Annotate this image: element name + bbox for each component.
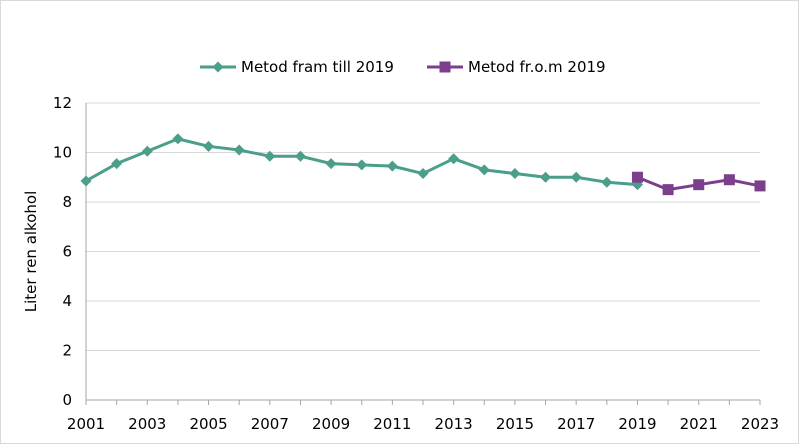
x-tick-label: 2021 (680, 415, 718, 433)
data-point (172, 133, 184, 145)
y-tick-label: 6 (62, 243, 72, 261)
data-point (294, 150, 306, 162)
data-point (325, 158, 337, 170)
y-tick-label: 0 (62, 391, 72, 409)
data-point (111, 158, 123, 170)
data-point (233, 144, 245, 156)
data-point (448, 153, 460, 165)
data-point (570, 171, 582, 183)
data-point (203, 140, 215, 152)
legend-label: Metod fr.o.m 2019 (468, 58, 606, 76)
data-point (509, 168, 521, 180)
x-tick-label: 2005 (189, 415, 227, 433)
x-tick-label: 2011 (373, 415, 411, 433)
x-tick-label: 2001 (67, 415, 105, 433)
data-point (723, 174, 735, 186)
y-tick-label: 12 (53, 94, 72, 112)
data-point (356, 159, 368, 171)
data-point (417, 168, 429, 180)
y-tick-label: 10 (53, 144, 72, 162)
data-point (478, 164, 490, 176)
data-point (693, 179, 705, 191)
x-tick-label: 2007 (251, 415, 289, 433)
y-axis-title: Liter ren alkohol (22, 191, 40, 312)
data-point (80, 175, 92, 187)
y-tick-label: 2 (62, 342, 72, 360)
data-point (141, 145, 153, 157)
x-tick-label: 2019 (618, 415, 656, 433)
x-tick-label: 2017 (557, 415, 595, 433)
data-point (754, 180, 766, 192)
data-point (386, 160, 398, 172)
data-point (264, 150, 276, 162)
legend-marker (439, 61, 451, 73)
data-point (601, 176, 613, 188)
legend-label: Metod fram till 2019 (241, 58, 394, 76)
y-tick-label: 8 (62, 193, 72, 211)
data-point (631, 171, 643, 183)
x-tick-label: 2009 (312, 415, 350, 433)
x-tick-label: 2003 (128, 415, 166, 433)
x-tick-label: 2013 (435, 415, 473, 433)
x-tick-label: 2023 (741, 415, 779, 433)
y-tick-label: 4 (62, 292, 72, 310)
data-point (662, 184, 674, 196)
legend-marker (212, 61, 224, 73)
x-tick-label: 2015 (496, 415, 534, 433)
data-point (540, 171, 552, 183)
